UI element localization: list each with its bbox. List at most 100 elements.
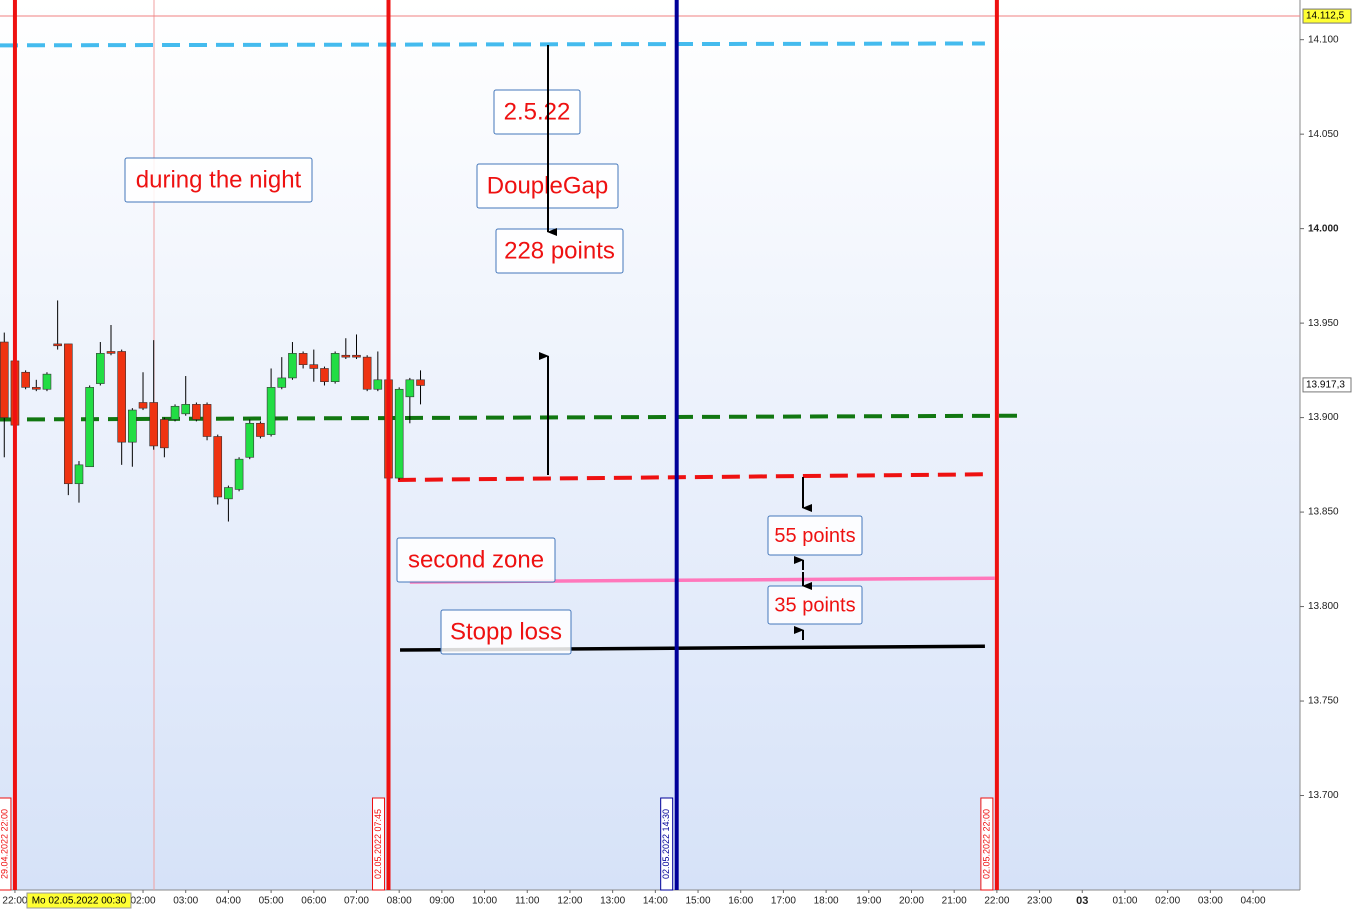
vertical-line-label: 29.04.2022 22:00 (0, 809, 9, 879)
x-tick-label: 03:00 (173, 896, 198, 907)
x-tick-label: 22:00 (2, 896, 27, 907)
candle-body (266, 387, 276, 435)
candle-body (64, 343, 73, 485)
candle-body (0, 341, 9, 418)
x-axis-panel (0, 890, 1300, 910)
annotation-box (493, 89, 581, 135)
y-tick-label: 14.000 (1308, 223, 1339, 234)
x-tick-label: 16:00 (728, 896, 753, 907)
x-tick-label: 06:00 (301, 896, 326, 907)
candle-body (53, 343, 62, 347)
y-tick-label: 13.950 (1308, 318, 1339, 329)
candle-body (362, 356, 372, 390)
y-axis-panel (1300, 0, 1353, 910)
x-tick-label: 04:00 (1241, 896, 1266, 907)
x-tick-label: 17:00 (771, 896, 796, 907)
annotation-box (124, 157, 313, 203)
x-cursor-box (26, 892, 132, 909)
y-tick-label: 13.750 (1308, 696, 1339, 707)
candle-body (277, 377, 287, 388)
x-tick-label: 19:00 (856, 896, 881, 907)
x-tick-label: 21:00 (942, 896, 967, 907)
y-tick-label: 13.800 (1308, 601, 1339, 612)
x-tick-label: 01:00 (1112, 896, 1137, 907)
vertical-line-label-box (372, 797, 386, 891)
x-tick-label: 22:00 (984, 896, 1009, 907)
candle-body (416, 379, 425, 386)
vertical-line-label: 02.05.2022 22:00 (981, 809, 991, 879)
annotation-box (495, 228, 624, 274)
candle-body (117, 351, 126, 443)
annotation-box (440, 609, 572, 655)
y-tick-label: 13.700 (1308, 790, 1339, 801)
annotation: 35 points (774, 594, 855, 616)
x-cursor-label: Mo 02.05.2022 00:30 (32, 896, 127, 907)
annotation: Stopp loss (450, 618, 562, 645)
x-tick-label: 04:00 (216, 896, 241, 907)
candle-body (288, 353, 297, 379)
annotation: 2.5.22 (504, 98, 571, 125)
candle-body (42, 373, 52, 390)
x-tick-label: 12:00 (557, 896, 582, 907)
x-cursor: Mo 02.05.2022 00:30 (26, 892, 132, 909)
candle-body (373, 379, 383, 390)
vertical-line-label: 02.05.2022 14:30 (661, 809, 671, 879)
candle-body (170, 405, 180, 420)
price-label-box (1302, 8, 1352, 24)
candle-body (202, 404, 212, 437)
candle-body (192, 404, 201, 420)
x-tick-label: 08:00 (387, 896, 412, 907)
candle-body (341, 354, 351, 358)
level-line (0, 41, 985, 48)
candle-body (31, 387, 41, 390)
candle-body (330, 353, 340, 382)
annotation: 55 points (774, 525, 855, 547)
vertical-line-label-box (0, 797, 12, 891)
x-tick-label: 15:00 (686, 896, 711, 907)
plot-background (0, 0, 1300, 890)
y-tick-label: 13.850 (1308, 507, 1339, 518)
candle-body (21, 371, 30, 388)
candle-body (181, 404, 191, 415)
x-tick-label: 02:00 (131, 896, 156, 907)
vertical-line-label-box (980, 797, 994, 891)
candle-body (128, 409, 137, 443)
x-tick-label: 03 (1076, 895, 1088, 907)
level-line (0, 413, 1018, 422)
x-tick-label: 18:00 (814, 896, 839, 907)
annotation-box (767, 515, 863, 556)
candle-body (394, 388, 404, 479)
annotation: 228 points (504, 237, 615, 264)
candle-body (234, 458, 244, 490)
x-tick-label: 07:00 (344, 896, 369, 907)
x-tick-label: 09:00 (429, 896, 454, 907)
candle-body (85, 387, 94, 468)
vertical-line-label-box (660, 797, 674, 891)
candle-body (320, 368, 329, 382)
candle-body (352, 354, 361, 358)
arrows (539, 45, 812, 640)
candle-body (106, 351, 116, 354)
candle-body (160, 419, 169, 449)
y-tick-label: 14.100 (1308, 34, 1339, 45)
x-tick-label: 05:00 (259, 896, 284, 907)
vertical-line-label: 02.05.2022 07:45 (373, 809, 383, 879)
price-label: 14.112,5 (1306, 11, 1345, 22)
annotation-box (767, 585, 863, 625)
x-tick-label: 20:00 (899, 896, 924, 907)
annotation: second zone (408, 546, 544, 573)
candle-body (138, 402, 148, 409)
candle-body (256, 422, 265, 437)
candle-body (74, 464, 84, 485)
x-tick-label: 14:00 (643, 896, 668, 907)
annotation-box (396, 537, 556, 583)
x-tick-label: 23:00 (1027, 896, 1052, 907)
y-tick-label: 14.050 (1308, 129, 1339, 140)
y-tick-label: 13.900 (1308, 412, 1339, 423)
candle-body (245, 422, 255, 458)
level-line (397, 472, 985, 482)
x-tick-label: 13:00 (600, 896, 625, 907)
candle-body (405, 379, 415, 398)
